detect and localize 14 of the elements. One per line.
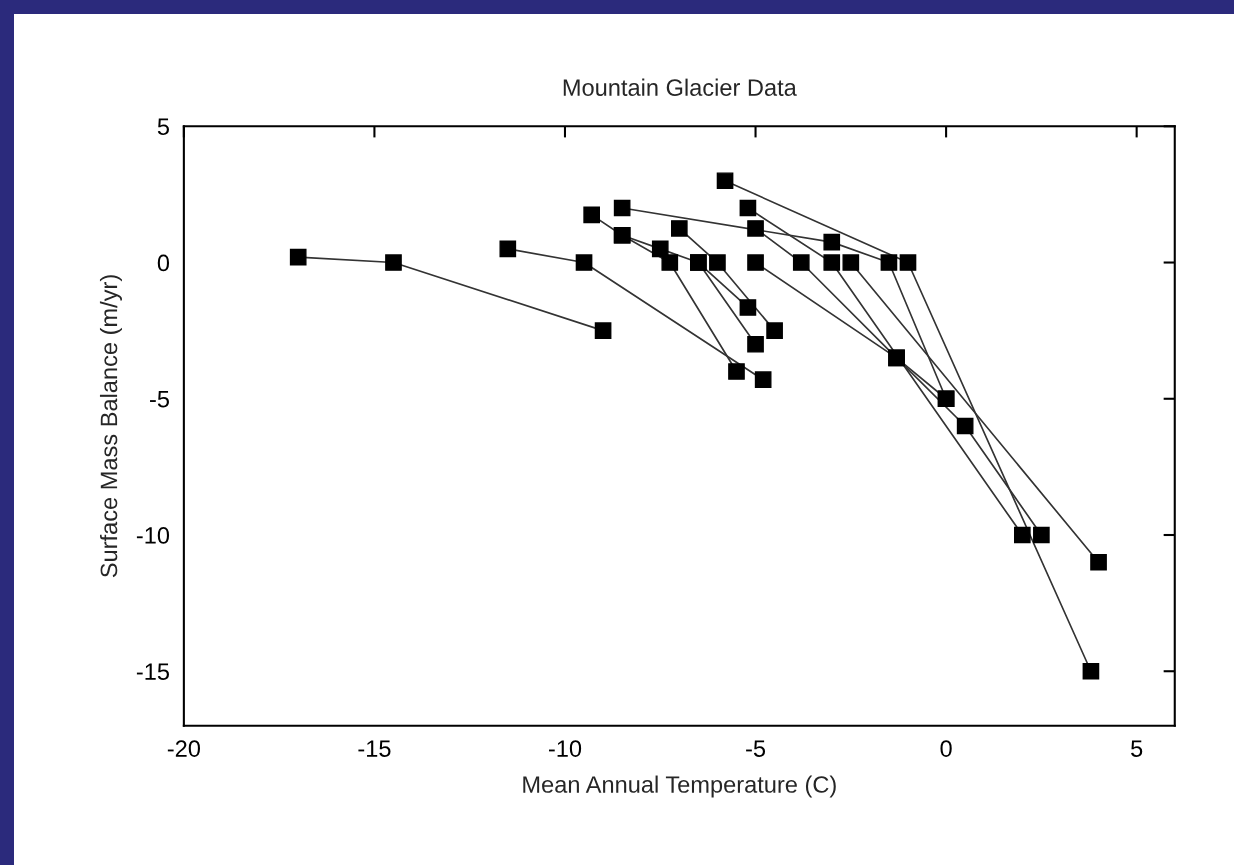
- y-tick-label: -15: [136, 663, 169, 681]
- chart-title: Mountain Glacier Data: [563, 78, 797, 96]
- y-axis-title: Surface Mass Balance (m/yr): [99, 275, 122, 578]
- x-tick-label: -20: [167, 740, 201, 757]
- x-tick-label: -5: [746, 740, 766, 757]
- x-tick-label: 5: [1131, 740, 1143, 757]
- x-tick-label: 0: [940, 740, 952, 757]
- x-tick-label: -10: [548, 740, 582, 757]
- y-tick-label: 5: [157, 118, 169, 136]
- x-axis-title: Mean Annual Temperature (C): [523, 775, 836, 798]
- y-tick-label: -10: [136, 527, 170, 544]
- y-tick-label: 0: [157, 254, 170, 272]
- y-tick-label: -5: [150, 391, 169, 408]
- x-tick-label: -15: [358, 740, 391, 757]
